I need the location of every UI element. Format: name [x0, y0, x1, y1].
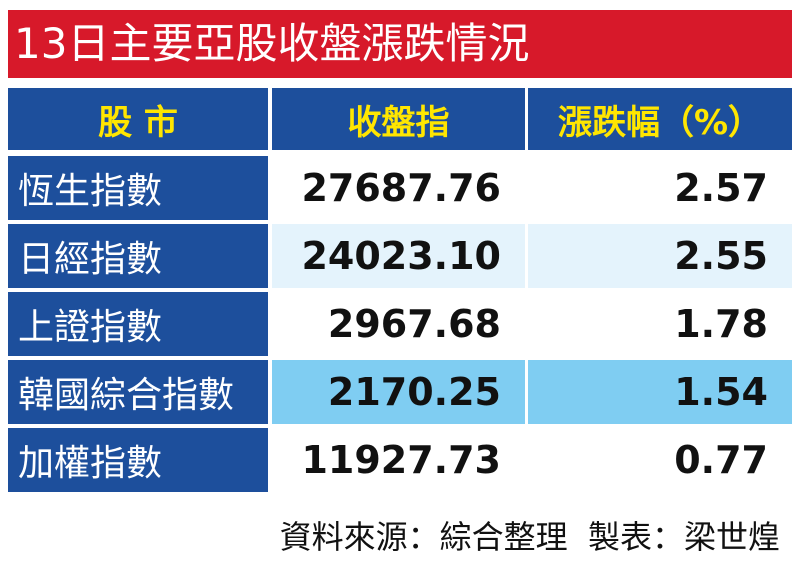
row-label: 日經指數	[8, 224, 268, 288]
row-label: 加權指數	[8, 428, 268, 492]
cell-value: 2.57	[528, 156, 792, 220]
cell-value: 24023.10	[272, 224, 525, 288]
cell-value: 1.78	[528, 292, 792, 356]
cell-value: 27687.76	[272, 156, 525, 220]
column-header: 收盤指	[272, 88, 525, 150]
title-bar: 13日主要亞股收盤漲跌情況	[8, 10, 792, 78]
cell-value: 11927.73	[272, 428, 525, 492]
row-label: 韓國綜合指數	[8, 360, 268, 424]
row-label: 上證指數	[8, 292, 268, 356]
cell-value: 0.77	[528, 428, 792, 492]
cell-value: 2.55	[528, 224, 792, 288]
footer: 資料來源：綜合整理 製表：梁世煌	[279, 518, 780, 556]
cell-value: 2967.68	[272, 292, 525, 356]
row-label: 恆生指數	[8, 156, 268, 220]
cell-value: 1.54	[528, 360, 792, 424]
column-header: 股 市	[8, 88, 268, 150]
cell-value: 2170.25	[272, 360, 525, 424]
column-header: 漲跌幅（%）	[528, 88, 792, 150]
